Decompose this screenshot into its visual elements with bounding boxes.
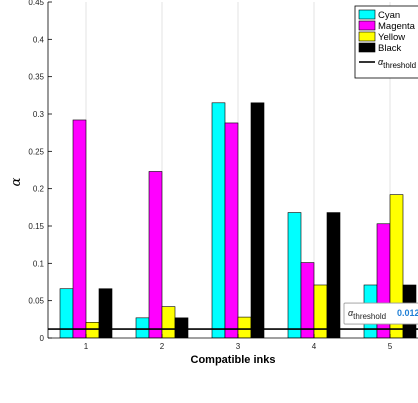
y-tick-label-0.45: 0.45 [28, 0, 44, 7]
x-tick-label-2: 2 [160, 342, 165, 351]
bar-yellow-4 [313, 284, 328, 338]
y-axis-label: α [9, 177, 24, 186]
bars [59, 102, 417, 338]
bar-black-4 [326, 212, 341, 338]
legend-label-magenta: Magenta [378, 21, 416, 32]
y-tick-label-0.15: 0.15 [28, 222, 44, 231]
datatip-box [343, 302, 418, 325]
x-axis-label: Compatible inks [191, 354, 276, 366]
bar-magenta-3 [224, 122, 239, 338]
y-tick-label-0.2: 0.2 [33, 185, 45, 194]
bar-black-3 [250, 102, 265, 338]
x-tick-label-4: 4 [312, 342, 317, 351]
legend-swatch-cyan [358, 9, 376, 20]
legend-label-threshold: αthreshold [378, 57, 416, 70]
threshold-datatip: αthreshold 0.012 [343, 302, 418, 325]
bar-black-2 [174, 317, 189, 338]
legend-swatch-yellow [358, 31, 376, 42]
x-tick-label-3: 3 [236, 342, 241, 351]
bar-cyan-3 [211, 102, 226, 338]
legend-swatch-black [358, 42, 376, 53]
y-tick-label-0.3: 0.3 [33, 110, 45, 119]
legend-label-black: Black [378, 43, 401, 54]
bar-yellow-3 [237, 316, 252, 338]
bar-magenta-2 [148, 171, 163, 338]
legend-swatch-magenta [358, 20, 376, 31]
bar-cyan-4 [287, 212, 302, 338]
bar-magenta-4 [300, 262, 315, 338]
y-tick-label-0.05: 0.05 [28, 297, 44, 306]
bar-cyan-1 [59, 288, 74, 338]
bar-yellow-5 [389, 194, 404, 338]
x-tick-label-1: 1 [84, 342, 89, 351]
bar-yellow-2 [161, 306, 176, 338]
axes: 0 0.05 0.1 0.15 0.2 0.25 0.3 0.35 0.4 0.45 1 2 3 4 5 [28, 0, 418, 351]
y-tick-label-0.4: 0.4 [33, 35, 45, 44]
y-tick-label-0.25: 0.25 [28, 147, 44, 156]
bar-magenta-1 [72, 119, 87, 338]
bar-cyan-2 [135, 317, 150, 338]
y-tick-label-0.35: 0.35 [28, 73, 44, 82]
bar-yellow-1 [85, 322, 100, 338]
y-tick-label-0: 0 [40, 334, 45, 343]
bar-black-1 [98, 288, 113, 338]
y-tick-label-0.1: 0.1 [33, 259, 45, 268]
datatip-label: αthreshold [348, 308, 386, 321]
x-tick-label-5: 5 [388, 342, 393, 351]
legend-label-yellow: Yellow [378, 32, 405, 43]
legend-label-cyan: Cyan [378, 10, 400, 21]
datatip-value: 0.012 [397, 308, 418, 318]
